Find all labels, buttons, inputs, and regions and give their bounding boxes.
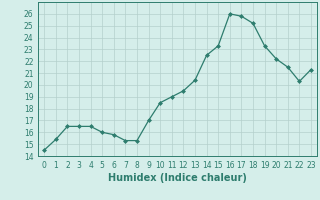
X-axis label: Humidex (Indice chaleur): Humidex (Indice chaleur) — [108, 173, 247, 183]
